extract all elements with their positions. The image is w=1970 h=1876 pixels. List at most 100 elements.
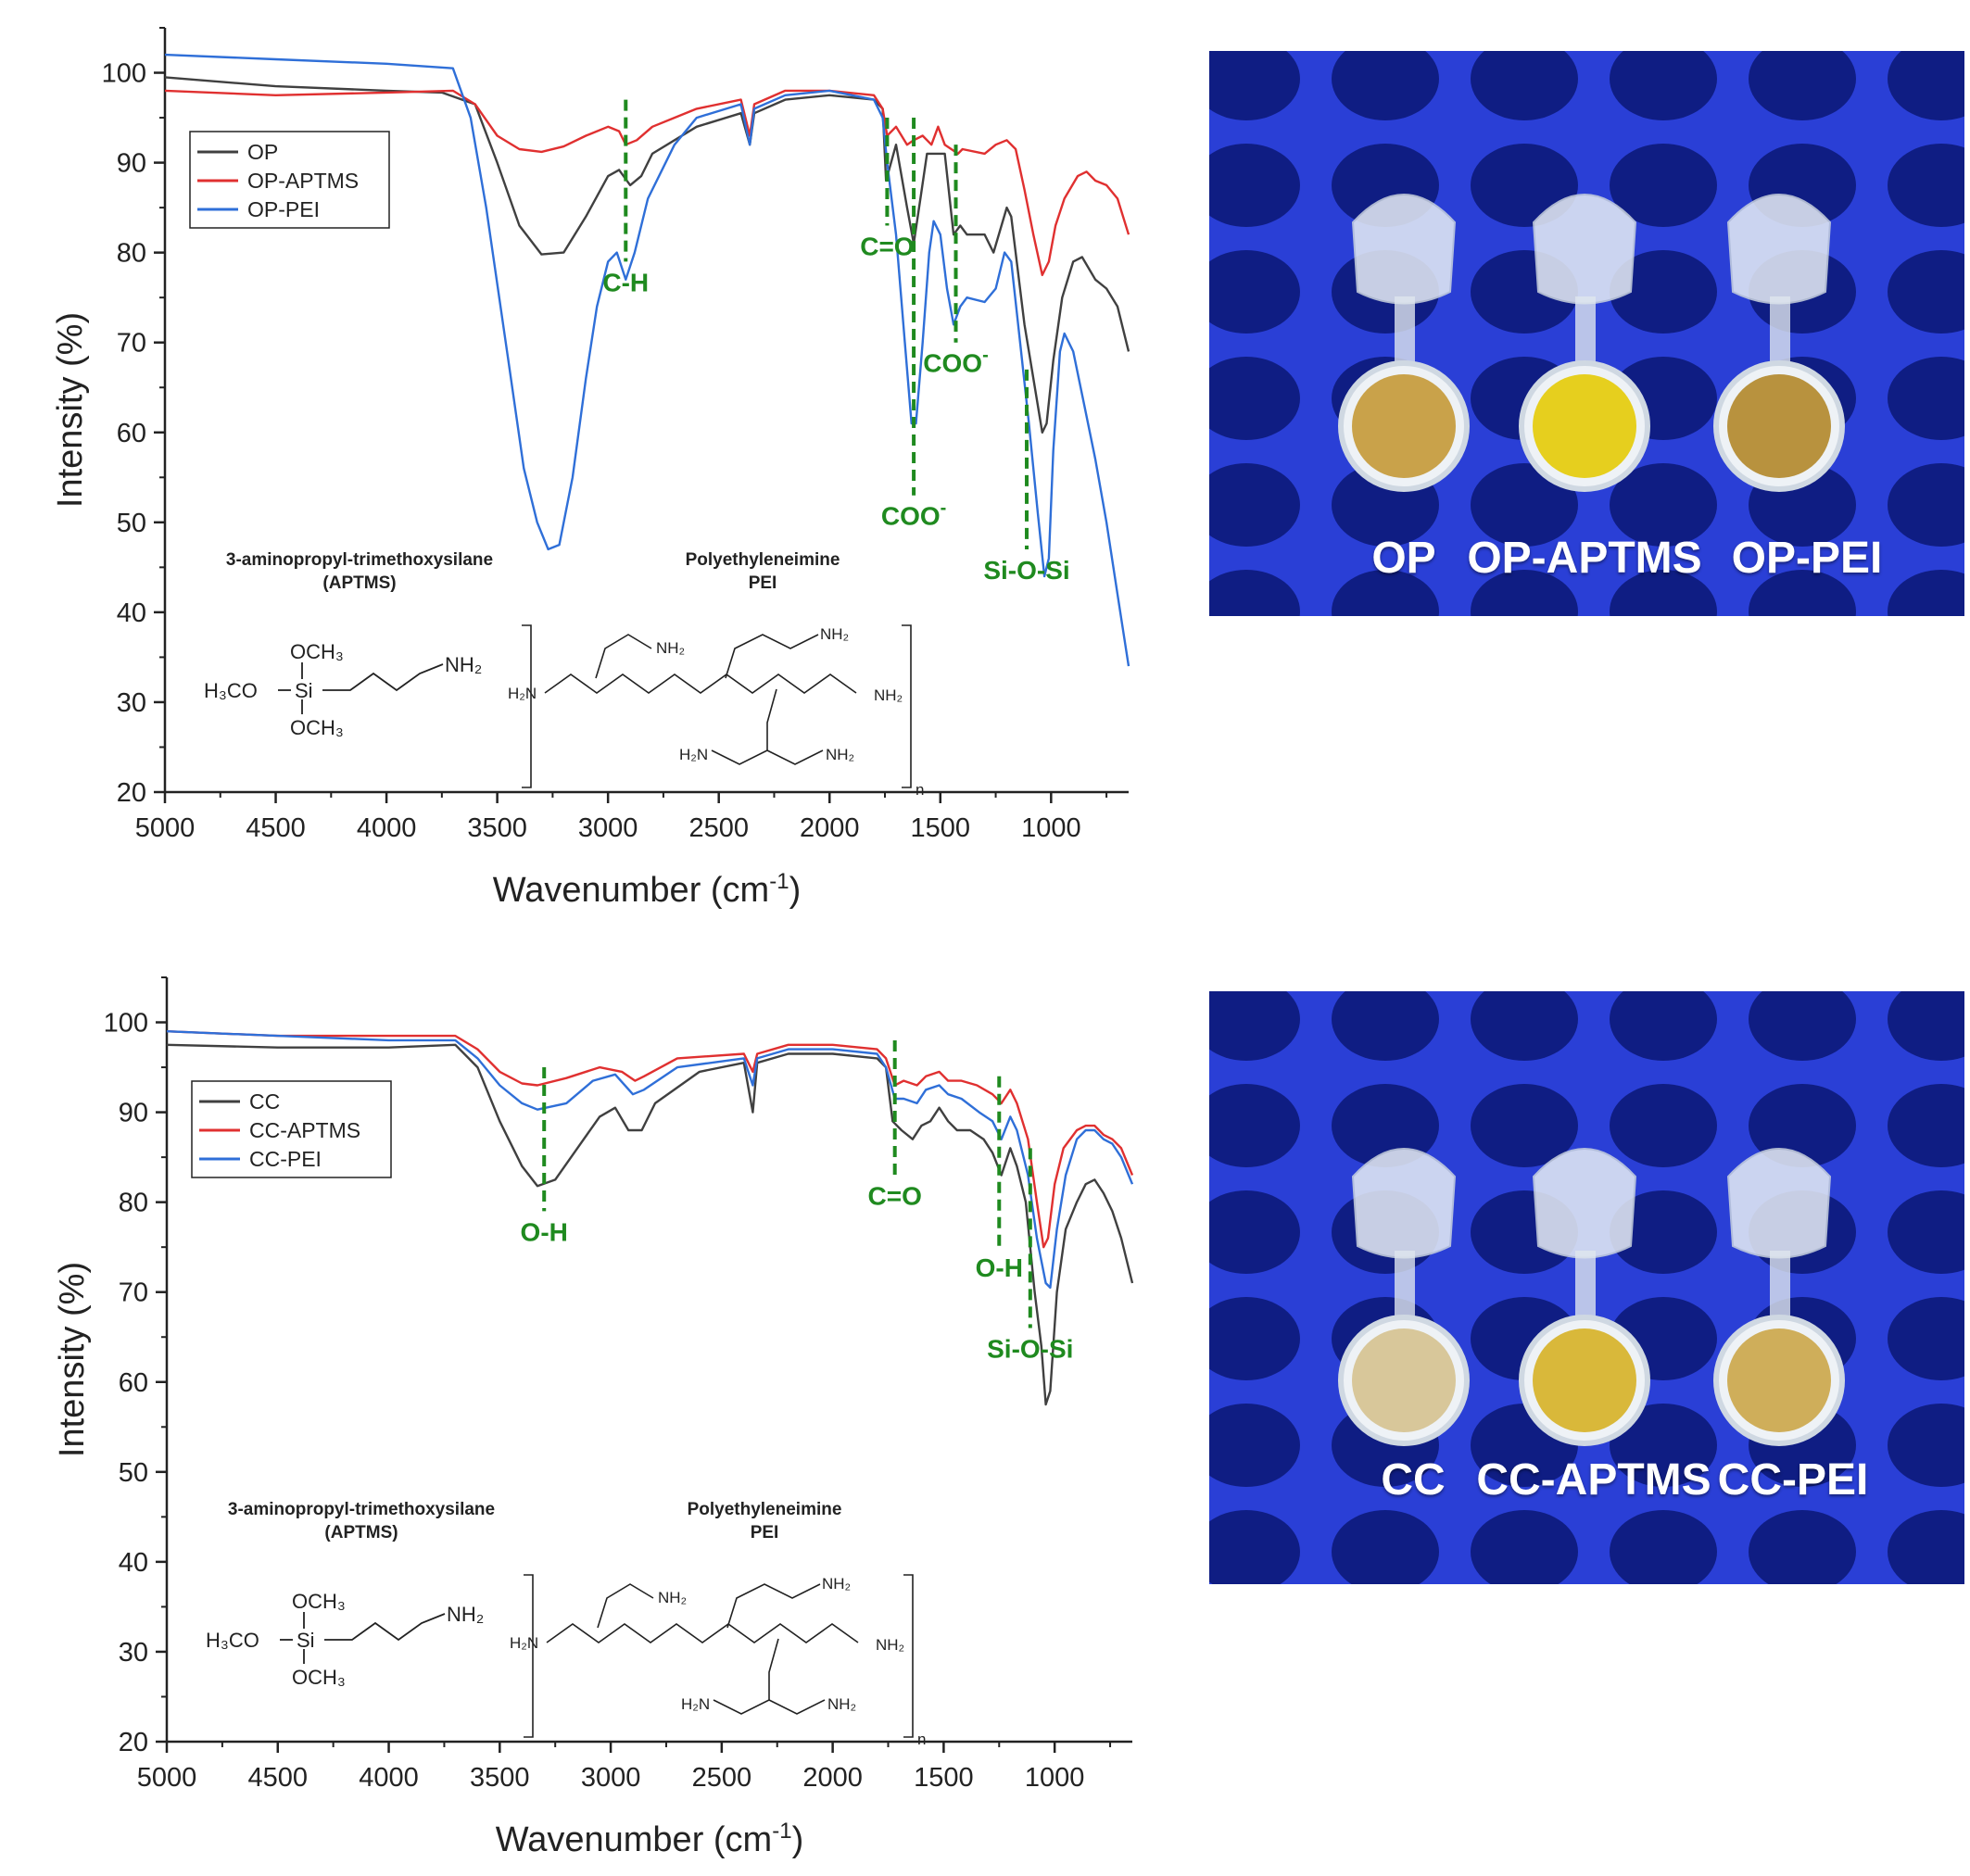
pei-name: Polyethyleneimine <box>688 1500 842 1519</box>
rack-hole <box>1888 357 1964 440</box>
aptms-name: 3-aminopropyl-trimethoxysilane <box>226 550 493 570</box>
pei-structure-atoms: H₂N NH₂ NH₂ NH₂ H₂N NH₂ n <box>510 1575 926 1748</box>
pei-abbr: PEI <box>749 573 777 593</box>
y-tick-label: 100 <box>102 59 146 89</box>
aptms-structure-atoms: Si H₃CO OCH₃ OCH₃ NH₂ <box>204 640 482 739</box>
series-line-op-pei <box>164 53 1130 667</box>
pei-atom: NH₂ <box>876 1636 904 1654</box>
aptms-structure-atoms: Si H₃CO OCH₃ OCH₃ NH₂ <box>206 1590 484 1689</box>
rack-hole <box>1471 463 1578 547</box>
rack-hole <box>1888 463 1964 547</box>
photo-label-op-pei: OP-PEI <box>1731 534 1883 583</box>
tube-cap <box>1532 194 1637 305</box>
aptms-abbr: (APTMS) <box>324 1523 398 1542</box>
aptms-atom: OCH₃ <box>290 716 344 739</box>
tube-contents <box>1352 1328 1456 1432</box>
tube-contents <box>1727 374 1831 478</box>
annotation-label: COO- <box>923 346 988 378</box>
pei-atom: NH₂ <box>827 1695 856 1713</box>
y-tick-label: 40 <box>119 1548 148 1578</box>
x-tick-label: 1000 <box>1021 813 1081 843</box>
x-tick-label: 2500 <box>688 813 749 843</box>
rack-hole <box>1209 144 1300 227</box>
rack-hole <box>1888 1084 1964 1167</box>
y-tick-label: 80 <box>119 1189 148 1218</box>
x-tick-label: 3500 <box>470 1763 530 1793</box>
aptms-atom: Si <box>295 679 313 702</box>
rack-hole <box>1610 991 1717 1061</box>
tube-cap <box>1351 194 1457 305</box>
legend-label: OP-PEI <box>247 197 320 221</box>
tube-hinge <box>1770 296 1790 371</box>
rack-hole <box>1888 1510 1964 1584</box>
rack-hole <box>1332 570 1439 616</box>
legend-label: CC <box>249 1089 280 1114</box>
pei-backbone <box>546 1623 859 1643</box>
rack-hole <box>1332 51 1439 120</box>
rack-hole <box>1471 51 1578 120</box>
rack-hole <box>1888 570 1964 616</box>
rack-hole <box>1888 1190 1964 1274</box>
x-tick-label: 2500 <box>692 1763 752 1793</box>
x-tick-label: 3500 <box>467 813 527 843</box>
pei-atom: NH₂ <box>658 1589 687 1606</box>
series-line-cc <box>166 1043 1134 1406</box>
pei-branch <box>768 1699 826 1715</box>
x-tick-label: 3000 <box>578 813 638 843</box>
rack-hole <box>1209 1510 1300 1584</box>
tube-hinge <box>1395 296 1415 371</box>
pei-structure-drawing <box>522 624 912 788</box>
rack-hole <box>1209 1297 1300 1380</box>
rack-hole <box>1332 991 1439 1061</box>
pei-atom: NH₂ <box>826 746 854 763</box>
pei-atom: n <box>916 781 924 799</box>
photo-label-op: OP <box>1371 534 1436 583</box>
rack-hole <box>1610 570 1717 616</box>
pei-backbone <box>544 674 857 694</box>
pei-branch <box>595 634 652 679</box>
legend-label: CC-PEI <box>249 1147 322 1171</box>
x-tick-label: 1500 <box>911 813 971 843</box>
pei-atom: NH₂ <box>874 686 903 704</box>
x-tick-label: 1500 <box>914 1763 974 1793</box>
aptms-chain <box>324 1613 446 1642</box>
photo-label-cc-aptms: CC-APTMS <box>1476 1455 1711 1505</box>
tube-hinge <box>1575 1251 1596 1325</box>
rack-hole <box>1610 1190 1717 1274</box>
aptms-atom: NH₂ <box>445 653 482 676</box>
pei-bracket-right <box>903 1574 914 1738</box>
x-tick-label: 5000 <box>135 813 196 843</box>
rack-hole <box>1209 250 1300 334</box>
tube-contents <box>1352 374 1456 478</box>
series-line-cc-aptms <box>166 1030 1134 1249</box>
pei-atom: H₂N <box>681 1695 710 1713</box>
rack-hole <box>1209 1404 1300 1487</box>
aptms-atom: OCH₃ <box>290 640 344 663</box>
pei-bracket-left <box>522 624 532 788</box>
rack-hole <box>1749 570 1856 616</box>
x-tick-label: 5000 <box>137 1763 197 1793</box>
y-tick-label: 80 <box>117 239 146 269</box>
legend-label: CC-APTMS <box>249 1118 360 1142</box>
y-axis-label: Intensity (%) <box>53 1262 92 1457</box>
sample-tubes-illustration <box>1209 51 1964 616</box>
tube-hinge <box>1770 1251 1790 1325</box>
rack-hole <box>1471 1084 1578 1167</box>
rack-hole <box>1209 51 1300 120</box>
photo-cc-samples: CC CC-APTMS CC-PEI <box>1209 991 1964 1584</box>
pei-branch <box>766 749 824 765</box>
rack-hole <box>1749 1510 1856 1584</box>
annotation-label: Si-O-Si <box>983 556 1069 585</box>
legend-box <box>189 131 390 229</box>
x-axis-label: Wavenumber (cm-1) <box>496 1819 803 1859</box>
pei-abbr: PEI <box>751 1523 779 1542</box>
y-tick-label: 60 <box>117 419 146 448</box>
rack-hole <box>1749 51 1856 120</box>
pei-branch <box>713 1638 779 1715</box>
sample-tubes-illustration <box>1209 991 1964 1584</box>
photo-label-op-aptms: OP-APTMS <box>1467 534 1702 583</box>
annotation-label: C-H <box>602 268 649 296</box>
rack-hole <box>1209 991 1300 1061</box>
pei-branch <box>726 1583 821 1629</box>
tube-contents <box>1533 1328 1636 1432</box>
